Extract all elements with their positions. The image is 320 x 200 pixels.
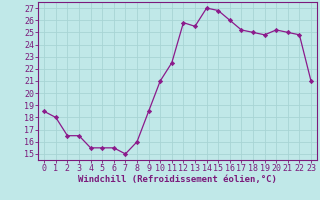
- X-axis label: Windchill (Refroidissement éolien,°C): Windchill (Refroidissement éolien,°C): [78, 175, 277, 184]
